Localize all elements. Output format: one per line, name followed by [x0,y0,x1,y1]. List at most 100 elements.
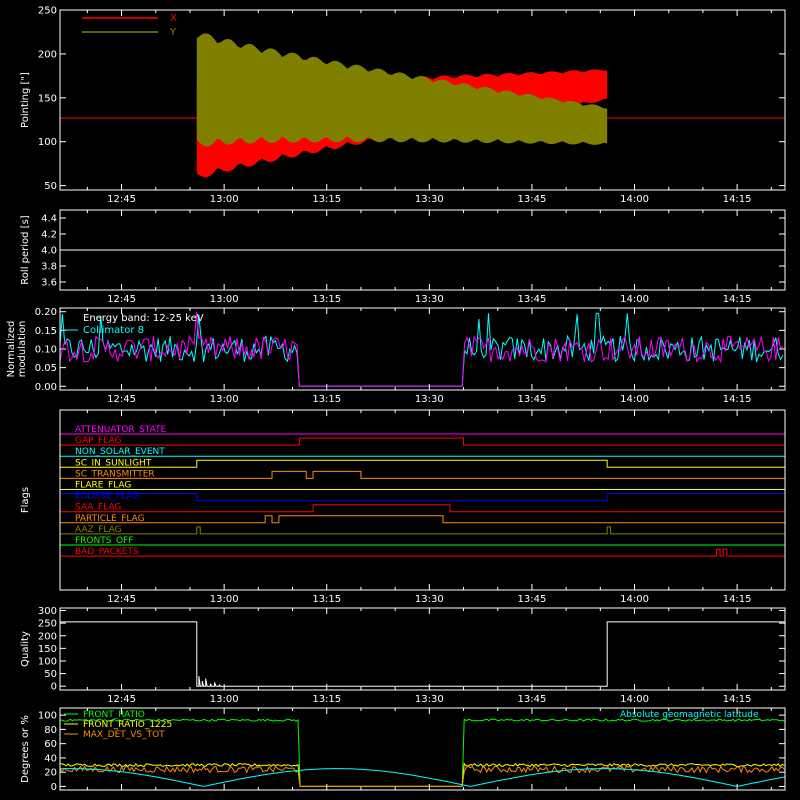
y-axis: 0 20 40 60 80 100 [38,711,785,793]
panel-frame [59,707,786,791]
x-tick-label: 13:00 [210,294,239,305]
x-tick-label: 14:00 [620,594,649,605]
x-tick-label: 13:15 [312,294,341,305]
x-axis [86,708,772,790]
x-tick-label: 14:00 [620,294,649,305]
flag-label: SC_IN_SUNLIGHT [75,458,152,468]
flag-line [60,548,785,557]
x-tick-label: 14:15 [723,294,752,305]
y-axis-label: Normalized [6,321,17,378]
x-tick-label: 14:00 [620,394,649,405]
y-tick-label: 200 [38,49,57,60]
x-tick-label: 13:15 [312,594,341,605]
y-tick-label: 0.15 [35,326,57,337]
x-axis: 12:45 13:00 13:15 13:30 13:45 14:00 14:15 [86,308,772,405]
legend-label: Y [169,27,177,38]
ratio-series [59,718,786,787]
y-tick-label: 0 [51,782,57,793]
annotation-geomagnetic: Absolute geomagnetic latitude [620,710,759,720]
x-tick-label: 13:30 [415,394,444,405]
series-modulation [59,311,784,387]
flag-label: SC_TRANSMITTER [75,469,155,479]
flag-label: PARTICLE_FLAG [75,514,145,524]
x-tick-label: 12:45 [107,694,136,705]
y-tick-label: 50 [44,181,57,192]
y-tick-label: 60 [44,739,57,750]
y-tick-label: 0.10 [35,345,57,356]
series-collimator [59,312,784,387]
legend-label: X [170,13,177,24]
y-tick-label: 300 [38,606,57,617]
flag-label: NON_SOLAR_EVENT [75,447,165,457]
series-band-y [196,33,608,147]
x-tick-label: 13:45 [518,394,547,405]
x-tick-label: 13:30 [415,594,444,605]
x-axis: 12:45 13:00 13:15 13:30 13:45 14:00 14:15 [86,10,772,205]
y-tick-label: 4.2 [41,230,57,241]
modulation-series [59,311,784,387]
x-tick-label: 13:00 [210,694,239,705]
x-axis: 12:45 13:00 13:15 13:30 13:45 14:00 14:15 [86,210,772,305]
y-tick-label: 20 [44,768,57,779]
x-tick-label: 13:15 [312,694,341,705]
y-axis-label: Roll period [s] [20,215,31,284]
flag-line [60,437,785,446]
y-tick-label: 0.00 [35,382,57,393]
flag-line [60,459,785,468]
flag-label: FRONTS_OFF [75,536,133,546]
x-tick-label: 13:15 [312,194,341,205]
y-tick-label: 100 [38,137,57,148]
annotation-collimator: Collimator 8 [83,325,144,336]
x-tick-label: 14:00 [620,194,649,205]
y-axis-label: Degrees or % [20,715,31,783]
y-tick-label: 3.8 [41,262,57,273]
x-tick-label: 12:45 [107,294,136,305]
y-tick-label: 3.6 [41,278,57,289]
x-tick-label: 13:00 [210,194,239,205]
panel-frame [59,409,786,591]
y-tick-label: 0.05 [35,363,57,374]
legend-label: FRONT_RATIO [83,710,145,720]
y-tick-label: 4.4 [41,214,57,225]
y-axis: 0.00 0.05 0.10 0.15 0.20 [35,307,785,393]
x-tick-label: 13:00 [210,594,239,605]
x-tick-label: 13:30 [415,194,444,205]
annotation-energy-band: Energy band: 12-25 keV [83,313,204,324]
y-axis-label: Pointing ["] [20,72,31,128]
x-tick-label: 12:45 [107,594,136,605]
flag-line [60,493,785,502]
y-tick-label: 0 [51,682,57,693]
legend: FRONT_RATIOFRONT_RATIO_1225MAX_DET_VS_TO… [64,710,759,740]
x-tick-label: 14:15 [723,394,752,405]
y-tick-label: 200 [38,631,57,642]
x-axis: 12:45 13:00 13:15 13:30 13:45 14:00 14:15 [86,608,772,705]
x-axis: 12:45 13:00 13:15 13:30 13:45 14:00 14:15 [86,410,772,605]
flags: ATTENUATOR_STATEGAP_FLAGNON_SOLAR_EVENTS… [60,425,785,557]
x-tick-label: 13:45 [518,194,547,205]
y-tick-label: 0.20 [35,307,57,318]
flag-label: AAZ_FLAG [75,525,122,535]
y-axis-label: Flags [20,487,31,513]
flag-label: FLARE_FLAG [75,481,131,491]
y-tick-label: 4.0 [41,246,57,257]
x-tick-label: 14:15 [723,194,752,205]
flag-label: SAA_FLAG [75,503,121,513]
flag-line [60,526,785,535]
x-tick-label: 13:45 [518,594,547,605]
x-tick-label: 12:45 [107,394,136,405]
y-tick-label: 100 [38,711,57,722]
y-tick-label: 100 [38,656,57,667]
panel-frame [59,9,786,191]
series-geomagnetic-latitude [60,768,786,787]
x-tick-label: 13:00 [210,394,239,405]
y-axis-label: Quality [20,631,31,667]
y-tick-label: 150 [38,93,57,104]
legend-label: FRONT_RATIO_1225 [83,720,172,730]
y-tick-label: 250 [38,6,57,17]
y-axis: 3.6 3.8 4.0 4.2 4.4 [41,214,785,289]
x-tick-label: 13:45 [518,694,547,705]
flag-label: GAP_FLAG [75,436,121,446]
